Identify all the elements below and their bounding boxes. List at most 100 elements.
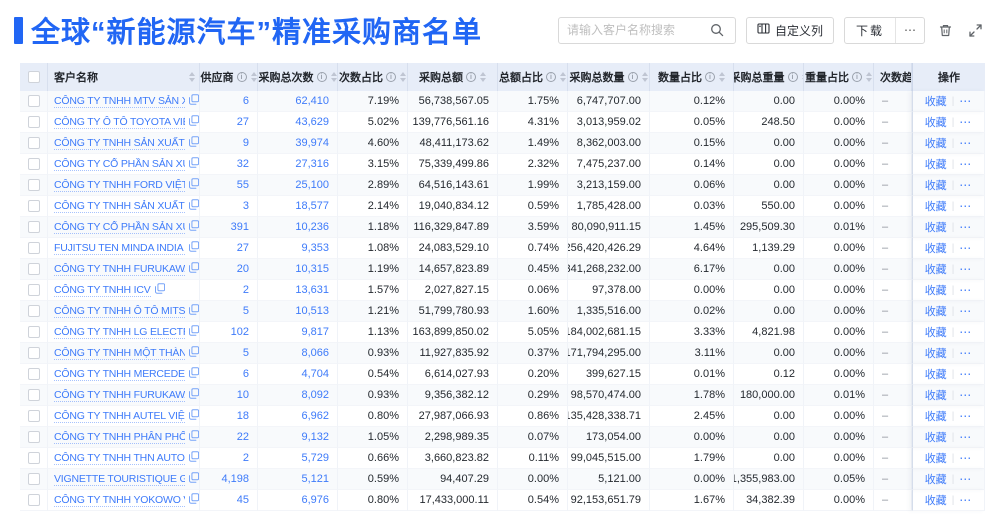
sort-icon[interactable] <box>866 72 872 82</box>
row-more-button[interactable]: ⋯ <box>959 94 973 108</box>
customer-name-link[interactable]: CÔNG TY TNHH MERCEDES–B... <box>54 367 185 381</box>
customer-name-link[interactable]: VIGNETTE TOURISTIQUE G UNI... <box>54 473 185 486</box>
customer-name-cell[interactable]: CÔNG TY TNHH FURUKAWA A... <box>48 385 200 406</box>
copy-icon[interactable] <box>189 241 199 255</box>
favorite-button[interactable]: 收藏 <box>924 201 947 213</box>
favorite-button[interactable]: 收藏 <box>924 285 947 297</box>
info-icon[interactable]: i <box>466 72 476 82</box>
copy-icon[interactable] <box>189 346 199 360</box>
customer-name-link[interactable]: CÔNG TY TNHH FURUKAWA A... <box>54 388 185 402</box>
favorite-button[interactable]: 收藏 <box>924 390 947 402</box>
row-more-button[interactable]: ⋯ <box>959 325 973 339</box>
row-checkbox[interactable] <box>27 389 40 401</box>
sort-icon[interactable] <box>330 72 337 82</box>
copy-icon[interactable] <box>189 136 199 150</box>
copy-icon[interactable] <box>189 409 199 423</box>
customer-name-cell[interactable]: VIGNETTE TOURISTIQUE G UNI... <box>48 469 200 490</box>
customer-name-link[interactable]: CÔNG TY TNHH SẢN XUẤT VÀ ... <box>54 136 185 150</box>
row-checkbox[interactable] <box>27 494 40 506</box>
row-checkbox[interactable] <box>27 137 40 149</box>
row-more-button[interactable]: ⋯ <box>959 136 973 150</box>
customer-name-cell[interactable]: CÔNG TY TNHH SẢN XUẤT VÀ ... <box>48 133 200 154</box>
customer-name-cell[interactable]: CÔNG TY CỔ PHẦN SẢN XUẤT... <box>48 217 200 238</box>
row-checkbox[interactable] <box>27 221 40 233</box>
row-checkbox[interactable] <box>27 179 40 191</box>
copy-icon[interactable] <box>189 220 199 234</box>
customer-name-link[interactable]: CÔNG TY CỔ PHẦN SẢN XUẤT... <box>54 221 185 234</box>
favorite-button[interactable]: 收藏 <box>924 453 947 465</box>
sort-icon[interactable] <box>189 72 195 82</box>
row-more-button[interactable]: ⋯ <box>959 262 973 276</box>
trash-button[interactable] <box>935 20 955 40</box>
customer-name-cell[interactable]: CÔNG TY TNHH AUTEL VIỆT N... <box>48 406 200 427</box>
row-checkbox[interactable] <box>27 452 40 464</box>
favorite-button[interactable]: 收藏 <box>924 306 947 318</box>
row-checkbox[interactable] <box>27 263 40 275</box>
customer-name-link[interactable]: CÔNG TY TNHH SẢN XUẤT VÀ ... <box>54 199 185 213</box>
row-more-button[interactable]: ⋯ <box>959 451 973 465</box>
favorite-button[interactable]: 收藏 <box>924 96 947 108</box>
copy-icon[interactable] <box>189 493 199 507</box>
customer-name-link[interactable]: CÔNG TY TNHH YOKOWO VIỆT... <box>54 494 185 507</box>
row-more-button[interactable]: ⋯ <box>959 199 973 213</box>
row-more-button[interactable]: ⋯ <box>959 304 973 318</box>
customer-name-cell[interactable]: CÔNG TY TNHH ICV <box>48 280 200 301</box>
copy-icon[interactable] <box>189 325 199 339</box>
customer-name-link[interactable]: CÔNG TY TNHH MỘT THÀNH V... <box>54 347 185 360</box>
customer-name-cell[interactable]: CÔNG TY TNHH MERCEDES–B... <box>48 364 200 385</box>
favorite-button[interactable]: 收藏 <box>924 159 947 171</box>
customer-name-cell[interactable]: CÔNG TY TNHH FURUKAWA A... <box>48 259 200 280</box>
customer-name-cell[interactable]: CÔNG TY TNHH LG ELECTRON... <box>48 322 200 343</box>
customer-name-cell[interactable]: CÔNG TY TNHH SẢN XUẤT VÀ ... <box>48 196 200 217</box>
customer-name-link[interactable]: CÔNG TY TNHH LG ELECTRON... <box>54 326 185 339</box>
row-checkbox[interactable] <box>27 347 40 359</box>
search-icon[interactable] <box>707 20 727 40</box>
favorite-button[interactable]: 收藏 <box>924 117 947 129</box>
copy-icon[interactable] <box>189 367 199 381</box>
customer-name-cell[interactable]: CÔNG TY Ô TÔ TOYOTA VIỆT ... <box>48 112 200 133</box>
row-checkbox[interactable] <box>27 368 40 380</box>
header-cell-supplier[interactable]: 供应商 i <box>200 63 258 91</box>
favorite-button[interactable]: 收藏 <box>924 243 947 255</box>
customer-name-link[interactable]: CÔNG TY TNHH THN AUTOPAR... <box>54 451 185 465</box>
row-checkbox[interactable] <box>27 410 40 422</box>
row-more-button[interactable]: ⋯ <box>959 115 973 129</box>
favorite-button[interactable]: 收藏 <box>924 138 947 150</box>
row-checkbox[interactable] <box>27 158 40 170</box>
info-icon[interactable]: i <box>852 72 862 82</box>
customer-name-link[interactable]: CÔNG TY TNHH FURUKAWA A... <box>54 262 185 276</box>
sort-icon[interactable] <box>560 72 566 82</box>
customer-name-cell[interactable]: CÔNG TY TNHH THN AUTOPAR... <box>48 448 200 469</box>
info-icon[interactable]: i <box>705 72 715 82</box>
customer-name-cell[interactable]: CÔNG TY TNHH FORD VIỆT NAM <box>48 175 200 196</box>
select-all-checkbox[interactable] <box>27 71 40 83</box>
row-checkbox[interactable] <box>27 305 40 317</box>
customer-name-link[interactable]: CÔNG TY TNHH ICV <box>54 283 151 297</box>
fullscreen-icon[interactable] <box>965 20 985 40</box>
header-cell-weight_pct[interactable]: 重量占比 i <box>804 63 874 91</box>
header-cell-quantity_pct[interactable]: 数量占比 i <box>650 63 734 91</box>
info-icon[interactable]: i <box>546 72 556 82</box>
download-more-button[interactable]: ⋯ <box>895 17 924 43</box>
header-cell-times[interactable]: 采购总次数 i <box>258 63 338 91</box>
customer-name-cell[interactable]: CÔNG TY CỔ PHẦN SẢN XUẤT... <box>48 154 200 175</box>
favorite-button[interactable]: 收藏 <box>924 495 947 507</box>
row-more-button[interactable]: ⋯ <box>959 178 973 192</box>
customer-name-link[interactable]: CÔNG TY TNHH Ô TÔ MITSUBI... <box>54 304 185 318</box>
favorite-button[interactable]: 收藏 <box>924 369 947 381</box>
row-checkbox[interactable] <box>27 431 40 443</box>
row-more-button[interactable]: ⋯ <box>959 388 973 402</box>
copy-icon[interactable] <box>189 115 199 129</box>
copy-icon[interactable] <box>189 451 199 465</box>
favorite-button[interactable]: 收藏 <box>924 348 947 360</box>
customer-name-link[interactable]: CÔNG TY TNHH FORD VIỆT NAM <box>54 179 185 192</box>
favorite-button[interactable]: 收藏 <box>924 264 947 276</box>
copy-icon[interactable] <box>189 199 199 213</box>
customer-name-cell[interactable]: CÔNG TY TNHH YOKOWO VIỆT... <box>48 490 200 511</box>
copy-icon[interactable] <box>189 304 199 318</box>
sort-icon[interactable] <box>400 72 406 82</box>
copy-icon[interactable] <box>189 157 199 171</box>
row-more-button[interactable]: ⋯ <box>959 472 973 486</box>
header-cell-quantity[interactable]: 采购总数量 i <box>568 63 650 91</box>
customer-name-link[interactable]: CÔNG TY TNHH AUTEL VIỆT N... <box>54 409 185 423</box>
